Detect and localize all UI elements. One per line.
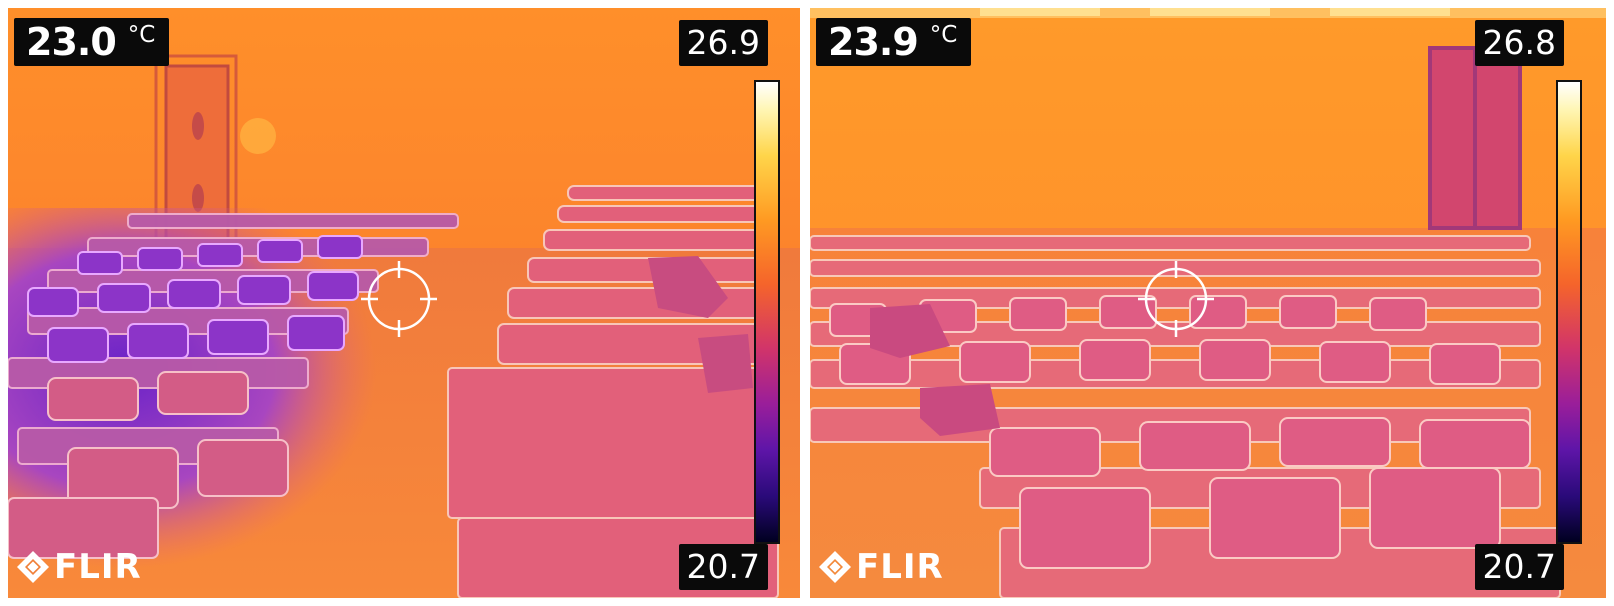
temperature-color-scale — [754, 80, 780, 544]
spot-temperature-readout: 23.9 °C — [816, 18, 972, 66]
spot-temperature-value: 23.9 — [828, 20, 919, 64]
spot-reticle-left — [361, 261, 437, 337]
thermal-scene-left — [8, 8, 800, 598]
temperature-unit: °C — [929, 22, 958, 48]
spot-temperature-readout: 23.0 °C — [14, 18, 170, 66]
spot-reticle-right — [1138, 261, 1214, 337]
flir-logo-text: FLIR — [856, 547, 944, 587]
scale-max-label: 26.8 — [1474, 20, 1564, 66]
thermal-image-right: 23.9 °C 26.8 20.7 FLIR — [810, 8, 1606, 598]
thermal-scene-right — [810, 8, 1606, 598]
flir-logo: FLIR — [818, 550, 944, 584]
flir-logo-text: FLIR — [54, 547, 142, 587]
scale-min-label: 20.7 — [1474, 544, 1564, 590]
scale-min-label: 20.7 — [678, 544, 768, 590]
flir-logo-icon — [819, 551, 851, 583]
thermal-image-left: 23.0 °C 26.9 20.7 FLIR — [8, 8, 800, 598]
scale-max-label: 26.9 — [678, 20, 768, 66]
spot-temperature-value: 23.0 — [26, 20, 117, 64]
flir-logo: FLIR — [16, 550, 142, 584]
flir-logo-icon — [17, 551, 49, 583]
temperature-color-scale — [1556, 80, 1582, 544]
temperature-unit: °C — [127, 22, 156, 48]
